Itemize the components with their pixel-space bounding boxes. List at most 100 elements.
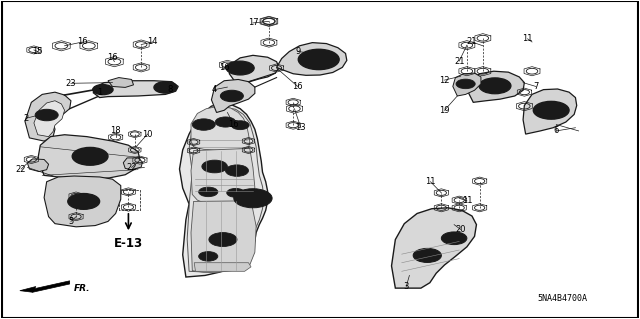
- Circle shape: [198, 252, 218, 261]
- Circle shape: [216, 236, 230, 243]
- Text: 4: 4: [212, 85, 217, 94]
- Text: 21: 21: [467, 38, 477, 47]
- Circle shape: [77, 198, 90, 204]
- Circle shape: [234, 189, 272, 208]
- Circle shape: [533, 101, 569, 119]
- Circle shape: [479, 78, 511, 94]
- Circle shape: [298, 49, 339, 70]
- Text: 12: 12: [439, 76, 450, 85]
- Text: 5NA4B4700A: 5NA4B4700A: [538, 294, 588, 303]
- Polygon shape: [20, 286, 36, 292]
- Polygon shape: [44, 176, 121, 227]
- Circle shape: [462, 82, 469, 86]
- Polygon shape: [453, 73, 481, 96]
- Text: 16: 16: [107, 53, 118, 62]
- Circle shape: [68, 194, 100, 209]
- Text: 22: 22: [126, 163, 137, 172]
- Text: 23: 23: [66, 79, 76, 88]
- Text: 16: 16: [228, 120, 239, 129]
- Circle shape: [209, 233, 237, 247]
- Circle shape: [98, 87, 108, 92]
- Polygon shape: [191, 148, 255, 204]
- Text: 3: 3: [404, 282, 409, 291]
- Circle shape: [456, 79, 475, 89]
- Text: FR.: FR.: [74, 284, 91, 293]
- Circle shape: [542, 106, 560, 115]
- Text: 8: 8: [167, 85, 173, 94]
- Text: 21: 21: [454, 56, 465, 65]
- Text: 20: 20: [455, 225, 466, 234]
- Circle shape: [227, 189, 244, 197]
- Polygon shape: [93, 81, 178, 98]
- Text: 14: 14: [147, 38, 158, 47]
- Circle shape: [227, 93, 237, 99]
- Circle shape: [234, 65, 246, 71]
- Polygon shape: [187, 107, 264, 272]
- Circle shape: [315, 57, 323, 61]
- Polygon shape: [468, 71, 524, 102]
- Text: 9: 9: [295, 47, 300, 56]
- Polygon shape: [191, 201, 256, 272]
- Text: 10: 10: [142, 130, 153, 138]
- Text: 5: 5: [68, 217, 74, 226]
- Circle shape: [487, 82, 502, 90]
- Polygon shape: [124, 158, 143, 170]
- Circle shape: [208, 163, 221, 170]
- Text: 16: 16: [219, 63, 230, 72]
- Polygon shape: [38, 135, 140, 179]
- Text: 19: 19: [439, 106, 450, 115]
- Circle shape: [449, 235, 460, 241]
- Circle shape: [72, 147, 108, 165]
- Polygon shape: [179, 104, 268, 277]
- Circle shape: [308, 54, 329, 64]
- Circle shape: [243, 194, 262, 203]
- Polygon shape: [211, 79, 255, 113]
- Circle shape: [154, 82, 177, 93]
- Text: 7: 7: [533, 82, 538, 91]
- Polygon shape: [34, 101, 65, 137]
- Circle shape: [35, 109, 58, 121]
- Text: 18: 18: [110, 126, 121, 135]
- Text: 11: 11: [522, 34, 532, 43]
- Polygon shape: [28, 159, 49, 172]
- Circle shape: [81, 152, 99, 161]
- Text: 6: 6: [554, 126, 559, 135]
- Circle shape: [215, 117, 236, 127]
- Polygon shape: [25, 92, 71, 141]
- Polygon shape: [276, 43, 347, 75]
- Circle shape: [42, 113, 52, 118]
- Circle shape: [93, 85, 113, 95]
- Text: 16: 16: [292, 82, 303, 91]
- Text: 17: 17: [248, 19, 259, 27]
- Circle shape: [226, 61, 254, 75]
- Text: 16: 16: [77, 38, 88, 47]
- Circle shape: [231, 121, 249, 130]
- Text: 22: 22: [16, 165, 26, 174]
- Polygon shape: [33, 281, 70, 292]
- Polygon shape: [191, 106, 250, 151]
- Text: 11: 11: [425, 177, 436, 186]
- Circle shape: [160, 85, 172, 90]
- Text: 15: 15: [33, 47, 43, 56]
- Circle shape: [204, 189, 213, 194]
- Circle shape: [202, 160, 227, 173]
- Circle shape: [220, 90, 243, 102]
- Circle shape: [442, 232, 467, 245]
- Polygon shape: [229, 55, 279, 83]
- Circle shape: [413, 249, 442, 263]
- Text: 2: 2: [24, 114, 29, 123]
- Polygon shape: [523, 89, 577, 134]
- Circle shape: [198, 122, 209, 127]
- Polygon shape: [392, 208, 476, 288]
- Circle shape: [231, 191, 240, 195]
- Polygon shape: [108, 78, 134, 87]
- Polygon shape: [194, 263, 251, 271]
- Circle shape: [198, 187, 218, 197]
- Circle shape: [236, 123, 244, 127]
- Text: 11: 11: [461, 196, 472, 205]
- Circle shape: [192, 119, 215, 130]
- Text: 1: 1: [97, 88, 102, 97]
- Text: E-13: E-13: [114, 237, 143, 250]
- Circle shape: [231, 168, 243, 174]
- Circle shape: [220, 120, 230, 124]
